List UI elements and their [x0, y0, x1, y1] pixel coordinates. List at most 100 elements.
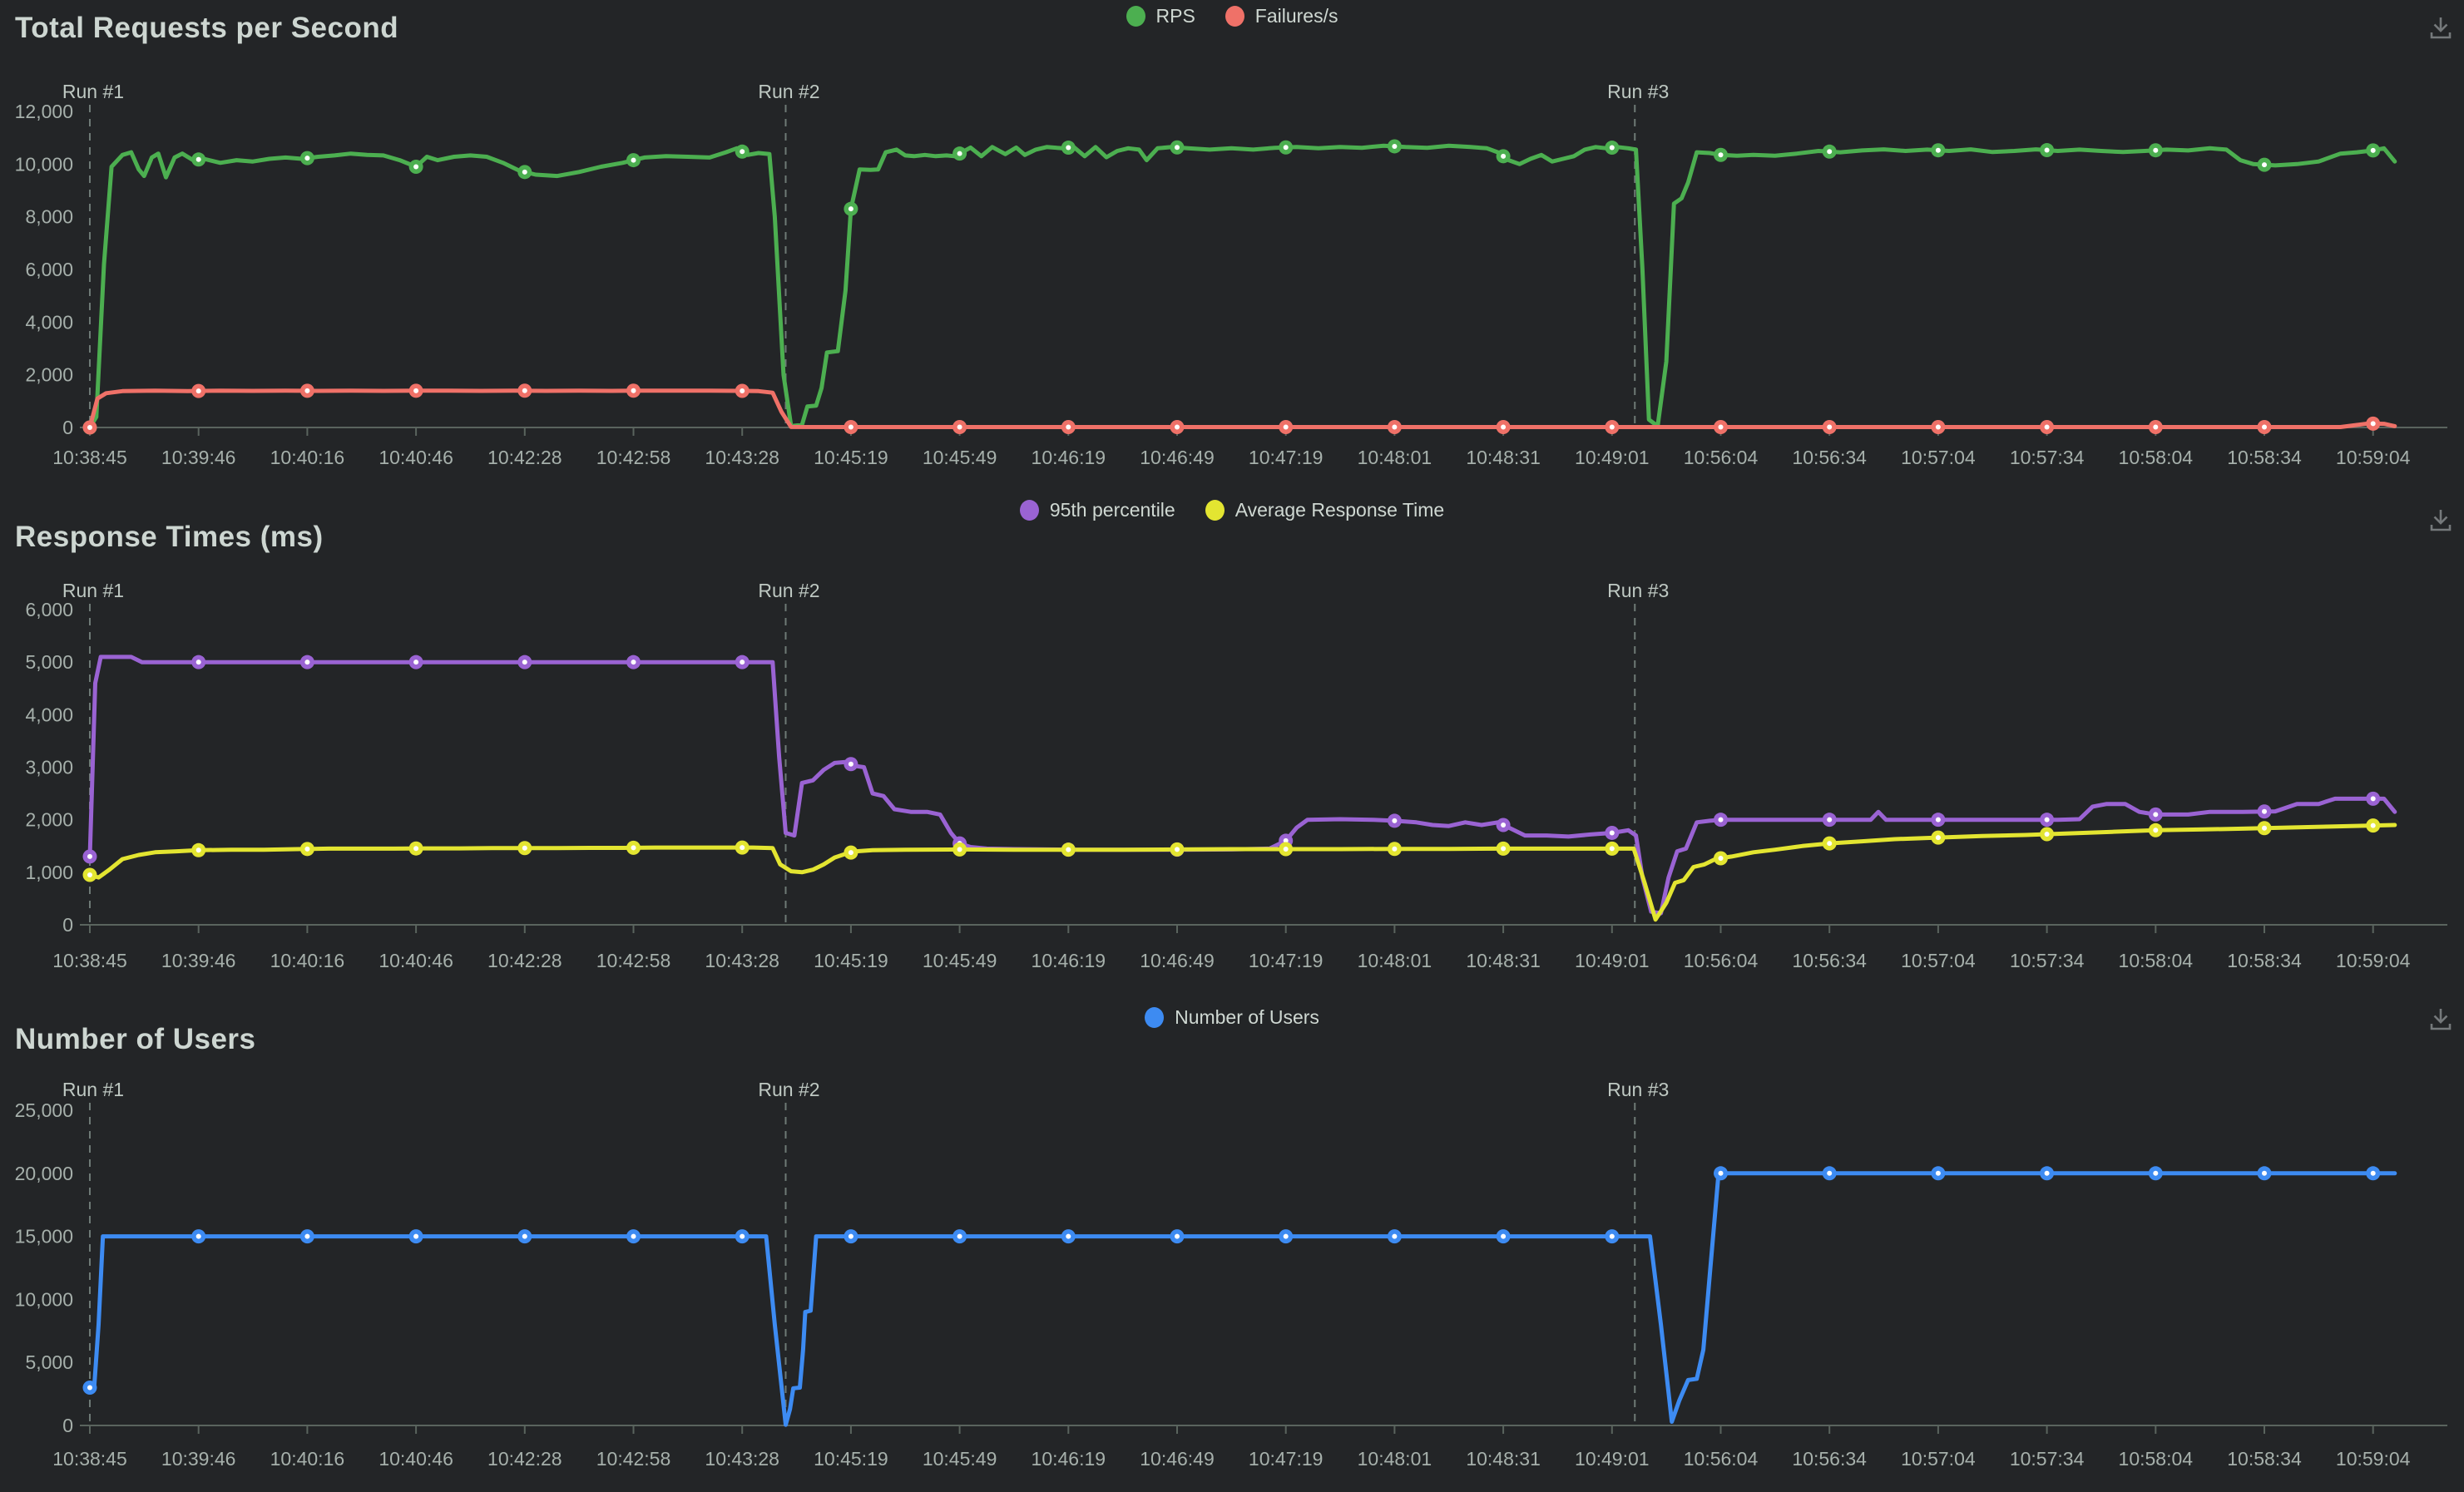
- x-tick-label: 10:42:58: [596, 447, 671, 468]
- data-point-marker-core: [631, 845, 636, 851]
- data-point-marker-core: [304, 846, 310, 852]
- data-point-marker-core: [1392, 846, 1398, 852]
- data-point-marker-core: [1501, 846, 1507, 852]
- data-point-marker-core: [522, 388, 527, 393]
- x-tick-label: 10:45:49: [923, 950, 997, 971]
- chart-title-rps: Total Requests per Second: [15, 12, 399, 44]
- data-point-marker-core: [957, 151, 962, 156]
- data-point-marker-core: [1501, 424, 1507, 430]
- legend-item-number-of-users[interactable]: Number of Users: [1145, 1006, 1319, 1029]
- data-point-marker-core: [740, 1233, 745, 1239]
- x-tick-label: 10:58:34: [2227, 1448, 2302, 1470]
- y-tick-label: 5,000: [25, 1351, 73, 1373]
- download-icon[interactable]: [2426, 1005, 2456, 1035]
- data-point-marker-core: [195, 388, 201, 394]
- legend-marker-icon: [1205, 500, 1225, 521]
- x-tick-label: 10:58:34: [2227, 447, 2302, 468]
- data-point-marker-core: [1827, 1170, 1833, 1176]
- y-tick-label: 3,000: [25, 757, 73, 778]
- legend-marker-icon: [1126, 6, 1145, 27]
- data-point-marker-core: [1935, 424, 1941, 430]
- data-point-marker-core: [1066, 145, 1071, 151]
- x-tick-label: 10:42:58: [596, 950, 671, 971]
- rps-line: [87, 143, 2397, 430]
- download-icon[interactable]: [2426, 13, 2456, 43]
- legend-response-times: 95th percentile Average Response Time: [0, 499, 2464, 521]
- data-point-marker-core: [1501, 822, 1507, 828]
- rps-chart-section: Total Requests per Second RPS Failures/s …: [0, 0, 2464, 481]
- data-point-marker-core: [1935, 817, 1941, 823]
- data-point-marker-core: [195, 847, 201, 853]
- x-tick-label: 10:56:34: [1792, 1448, 1867, 1470]
- x-tick-label: 10:45:19: [814, 950, 888, 971]
- x-tick-label: 10:42:28: [487, 1448, 562, 1470]
- 95th-percentile-line: [87, 655, 2397, 916]
- data-point-marker-core: [1392, 818, 1398, 823]
- x-tick-label: 10:39:46: [161, 950, 236, 971]
- x-tick-label: 10:58:34: [2227, 950, 2302, 971]
- x-tick-label: 10:49:01: [1575, 447, 1650, 468]
- x-tick-label: 10:40:16: [270, 447, 345, 468]
- y-tick-label: 10,000: [15, 153, 73, 175]
- x-tick-label: 10:46:49: [1140, 1448, 1215, 1470]
- data-point-marker-core: [1283, 847, 1289, 852]
- data-point-marker-core: [1175, 424, 1180, 430]
- legend-rps: RPS Failures/s: [0, 5, 2464, 27]
- x-tick-label: 10:47:19: [1249, 950, 1324, 971]
- y-tick-label: 1,000: [25, 862, 73, 883]
- data-point-marker-core: [740, 660, 745, 665]
- data-point-marker-core: [1609, 424, 1615, 430]
- x-tick-label: 10:43:28: [705, 447, 779, 468]
- legend-item-average-response-time[interactable]: Average Response Time: [1205, 499, 1444, 521]
- run-label: Run #2: [758, 580, 819, 601]
- data-point-marker-core: [304, 660, 310, 665]
- x-tick-label: 10:39:46: [161, 1448, 236, 1470]
- data-point-marker-core: [1392, 143, 1398, 149]
- x-tick-label: 10:45:19: [814, 1448, 888, 1470]
- x-tick-label: 10:59:04: [2336, 1448, 2411, 1470]
- x-tick-label: 10:49:01: [1575, 950, 1650, 971]
- data-point-marker-core: [957, 424, 962, 430]
- legend-item-95th-percentile[interactable]: 95th percentile: [1019, 499, 1175, 521]
- download-icon[interactable]: [2426, 506, 2456, 536]
- legend-users: Number of Users: [0, 1006, 2464, 1029]
- data-point-marker-core: [1501, 1233, 1507, 1239]
- x-tick-label: 10:38:45: [52, 950, 127, 971]
- legend-item-rps[interactable]: RPS: [1126, 5, 1195, 27]
- y-tick-label: 6,000: [25, 599, 73, 620]
- data-point-marker-core: [1827, 149, 1833, 155]
- y-tick-label: 8,000: [25, 206, 73, 228]
- data-point-marker-core: [1718, 817, 1724, 823]
- data-point-marker-core: [1066, 424, 1071, 430]
- x-tick-label: 10:56:34: [1792, 950, 1867, 971]
- legend-label: Failures/s: [1254, 5, 1338, 27]
- data-point-marker-core: [740, 388, 745, 393]
- data-point-marker-core: [631, 660, 636, 665]
- x-tick-label: 10:57:04: [1901, 1448, 1976, 1470]
- data-point-marker-core: [2262, 825, 2267, 831]
- data-point-marker-core: [740, 149, 745, 155]
- data-point-marker-core: [522, 845, 527, 851]
- data-point-marker-core: [304, 156, 310, 161]
- x-tick-label: 10:40:16: [270, 1448, 345, 1470]
- data-point-marker-core: [87, 853, 92, 859]
- data-point-marker-core: [2153, 812, 2159, 818]
- users-plot: 10:38:45 10:39:46 10:40:16 10:40:46 10:42:28…: [15, 1079, 2447, 1470]
- x-tick-label: 10:40:46: [379, 447, 453, 468]
- x-tick-label: 10:43:28: [705, 1448, 779, 1470]
- data-point-marker-core: [2262, 808, 2267, 814]
- data-point-marker-core: [957, 847, 962, 852]
- x-tick-label: 10:38:45: [52, 447, 127, 468]
- data-point-marker-core: [522, 1233, 527, 1239]
- data-point-marker-core: [1175, 145, 1180, 151]
- data-point-marker-core: [87, 425, 92, 430]
- data-point-marker-core: [413, 388, 419, 393]
- run-label: Run #1: [62, 580, 124, 601]
- y-tick-label: 5,000: [25, 651, 73, 673]
- data-point-marker-core: [848, 206, 853, 212]
- x-tick-label: 10:59:04: [2336, 950, 2411, 971]
- x-tick-label: 10:46:49: [1140, 447, 1215, 468]
- data-point-marker-core: [1283, 1233, 1289, 1239]
- data-point-marker-core: [1283, 837, 1289, 843]
- legend-item-failures-s[interactable]: Failures/s: [1225, 5, 1338, 27]
